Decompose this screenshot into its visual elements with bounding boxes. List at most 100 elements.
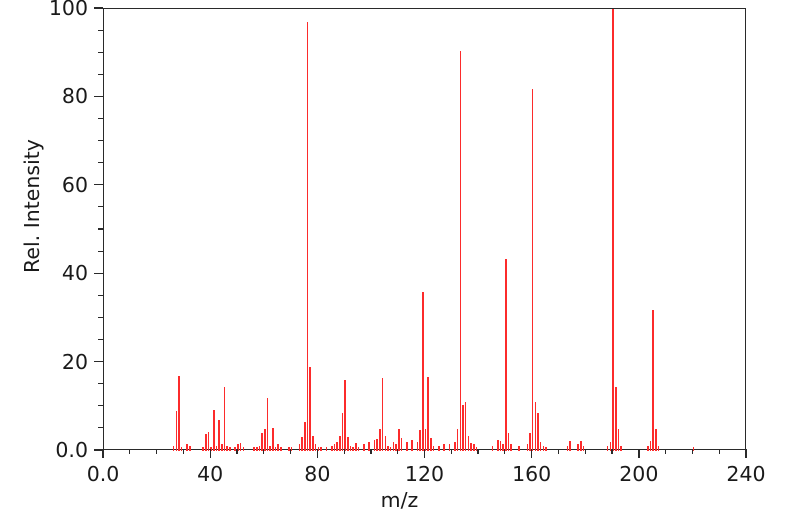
plot-area — [103, 8, 746, 451]
x-tick-major — [209, 449, 211, 458]
spectrum-peak — [330, 445, 333, 451]
spectrum-peak — [210, 446, 212, 451]
spectrum-peak — [411, 439, 413, 451]
spectrum-peak — [424, 428, 427, 451]
spectrum-peak — [253, 447, 255, 451]
spectrum-peak — [202, 446, 204, 451]
spectrum-peak — [454, 442, 456, 451]
spectrum-peak — [274, 446, 277, 451]
y-tick-minor — [98, 294, 103, 296]
spectrum-peak — [652, 310, 655, 451]
y-tick-minor — [98, 405, 103, 407]
y-tick-minor — [98, 51, 103, 53]
x-tick-minor — [718, 449, 720, 454]
spectrum-peak — [221, 444, 223, 451]
spectrum-peak — [389, 446, 392, 451]
y-tick-minor — [98, 383, 103, 385]
spectrum-peak — [304, 422, 306, 451]
spectrum-peak — [657, 445, 660, 451]
x-tick-minor — [665, 449, 667, 454]
spectrum-peak — [368, 442, 371, 451]
spectrum-peak — [577, 444, 579, 451]
spectrum-peak — [218, 420, 220, 451]
spectrum-peak — [344, 380, 346, 451]
spectrum-peak — [507, 433, 510, 451]
spectrum-peak — [226, 445, 229, 451]
spectrum-peak — [422, 291, 424, 451]
y-tick-major — [94, 7, 103, 9]
y-tick-minor — [98, 117, 103, 120]
x-tick-major — [531, 449, 533, 458]
y-tick-major — [94, 449, 103, 451]
spectrum-peak — [306, 22, 309, 451]
spectrum-peak — [338, 435, 341, 451]
x-tick-label: 40 — [197, 462, 224, 486]
spectrum-peak — [373, 439, 376, 451]
spectrum-peak — [612, 9, 614, 451]
x-tick-minor — [182, 449, 184, 454]
spectrum-peak — [614, 386, 617, 451]
spectrum-peak — [448, 444, 451, 451]
spectrum-peak — [280, 447, 282, 451]
spectrum-peak — [499, 441, 502, 451]
spectrum-peak — [277, 444, 279, 451]
spectrum-peak — [569, 441, 571, 451]
x-tick-minor — [343, 449, 345, 454]
spectrum-peak — [290, 447, 293, 451]
spectrum-peak — [419, 429, 421, 451]
spectrum-peak — [352, 446, 354, 451]
spectrum-peak — [580, 441, 582, 451]
spectrum-peak — [213, 410, 215, 451]
x-tick-major — [638, 449, 640, 458]
spectrum-peak — [381, 378, 384, 451]
spectrum-peak — [263, 428, 266, 451]
spectrum-peak — [255, 446, 258, 451]
spectrum-peak — [531, 88, 534, 451]
spectrum-peak — [363, 444, 365, 451]
x-tick-label: 80 — [304, 462, 331, 486]
spectrum-peak — [301, 436, 304, 451]
spectrum-peak — [392, 442, 395, 451]
x-tick-minor — [477, 449, 479, 454]
spectrum-peak — [459, 51, 462, 451]
spectrum-peak — [430, 437, 432, 451]
x-tick-label: 160 — [512, 462, 552, 486]
x-tick-minor — [236, 449, 238, 454]
y-tick-minor — [98, 338, 103, 341]
x-tick-minor — [584, 449, 586, 454]
y-tick-minor — [98, 316, 103, 318]
spectrum-peak — [400, 437, 403, 451]
spectrum-peak — [582, 445, 585, 451]
spectrum-peak — [384, 435, 387, 451]
spectrum-peak — [529, 433, 531, 451]
spectrum-peak — [609, 442, 612, 451]
x-tick-major — [316, 449, 319, 458]
spectrum-peak — [239, 443, 242, 451]
y-tick-major — [94, 95, 103, 98]
spectrum-peak — [464, 402, 467, 451]
y-tick-major — [94, 361, 103, 363]
x-tick-minor — [557, 449, 560, 454]
spectrum-peak — [379, 428, 381, 451]
spectrum-peak — [467, 435, 470, 451]
y-tick-label: 20 — [61, 349, 88, 374]
spectrum-peak — [178, 375, 180, 451]
spectrum-peak — [271, 428, 274, 451]
spectrum-peak — [357, 446, 360, 451]
spectrum-peak — [234, 447, 237, 451]
spectrum-peak — [649, 441, 652, 451]
spectrum-peak — [502, 444, 504, 451]
y-tick-label: 60 — [61, 172, 88, 197]
x-tick-minor — [450, 449, 452, 454]
spectrum-peak — [341, 413, 344, 451]
y-tick-minor — [98, 206, 103, 208]
spectrum-peak — [207, 432, 210, 451]
x-tick-minor — [691, 449, 693, 454]
x-tick-minor — [289, 449, 292, 454]
x-tick-minor — [129, 449, 131, 454]
y-axis-label: Rel. Intensity — [20, 139, 44, 273]
spectrum-peak — [336, 442, 338, 451]
spectrum-peak — [539, 442, 542, 451]
spectrum-peak — [397, 428, 400, 451]
spectrum-peak — [317, 447, 320, 451]
